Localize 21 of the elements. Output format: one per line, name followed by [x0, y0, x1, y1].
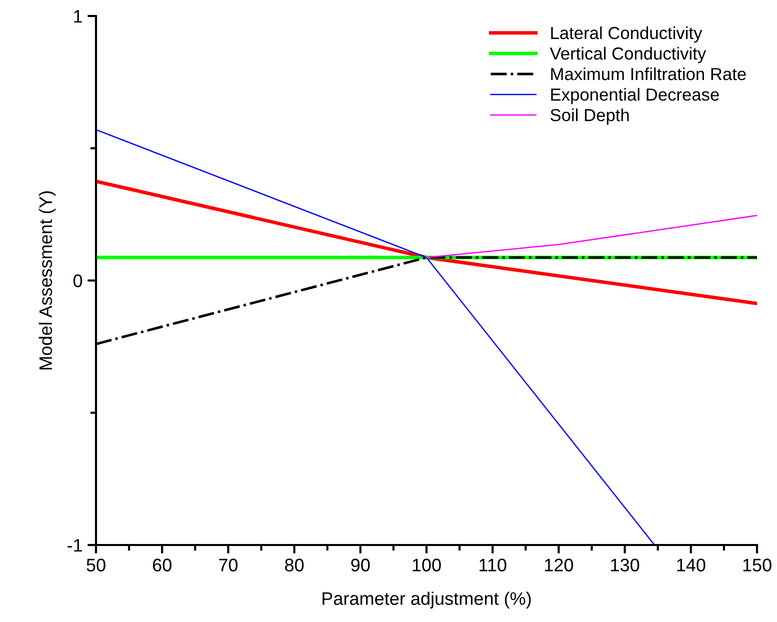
- x-tick-label: 80: [285, 558, 304, 572]
- x-tick-label: 50: [86, 558, 106, 572]
- x-tick-label: 140: [677, 558, 706, 572]
- y-tick-label: 0: [73, 274, 82, 288]
- y-tick-label: 1: [74, 10, 82, 23]
- legend-label: Soil Depth: [550, 108, 629, 125]
- legend-label: Exponential Decrease: [551, 88, 719, 104]
- x-tick-label: 150: [743, 558, 772, 572]
- x-tick-label: 70: [219, 558, 238, 572]
- legend-label: Lateral Conductivity: [551, 26, 702, 43]
- x-tick-label: 60: [152, 558, 172, 572]
- legend-label: Vertical Conductivity: [550, 46, 706, 64]
- y-axis-title: Model Assessment (Y): [38, 191, 56, 370]
- x-tick-label: 120: [545, 558, 574, 572]
- x-axis-title: Parameter adjustment (%): [322, 592, 531, 609]
- x-tick-label: 100: [412, 558, 441, 572]
- y-tick-label: -1: [68, 539, 82, 552]
- x-tick-label: 130: [611, 558, 640, 572]
- legend-label: Maximum Infiltration Rate: [551, 67, 746, 80]
- x-tick-label: 90: [351, 558, 370, 572]
- x-tick-label: 110: [480, 558, 506, 572]
